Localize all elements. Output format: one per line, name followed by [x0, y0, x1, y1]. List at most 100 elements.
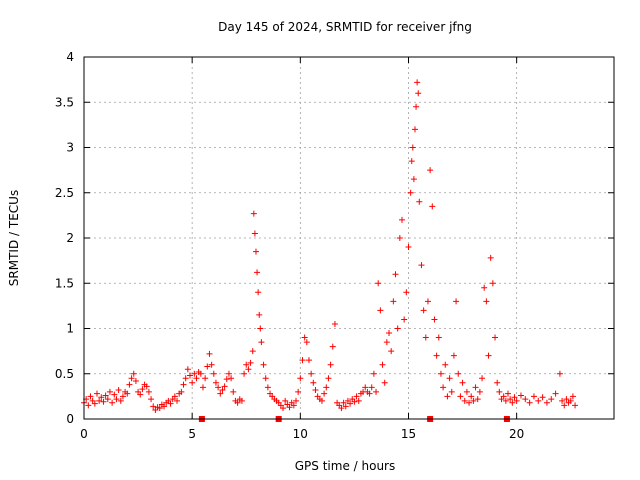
- y-tick-label: 0: [66, 412, 74, 426]
- data-point: [111, 391, 118, 398]
- data-point: [476, 388, 483, 395]
- data-point: [563, 396, 570, 403]
- data-point: [223, 376, 230, 383]
- data-point: [280, 405, 287, 412]
- data-point: [362, 384, 369, 391]
- data-point: [539, 394, 546, 401]
- data-point: [132, 377, 139, 384]
- data-point: [254, 269, 261, 276]
- data-point: [427, 167, 434, 174]
- data-point: [156, 405, 163, 412]
- y-tick-label: 3.5: [55, 95, 74, 109]
- data-point: [293, 397, 299, 404]
- y-tick-labels: 0 0.5 1 1.5 2 2.5 3 3.5 4: [55, 50, 74, 426]
- x-tick-label: 15: [401, 427, 416, 441]
- data-point: [256, 311, 263, 318]
- y-tick-label: 4: [66, 50, 74, 64]
- data-point: [225, 370, 232, 377]
- data-point: [202, 375, 209, 382]
- data-point: [325, 375, 332, 382]
- data-point: [396, 235, 403, 241]
- data-point: [342, 403, 349, 410]
- data-point: [308, 370, 315, 377]
- data-point: [548, 396, 555, 403]
- data-point: [572, 402, 579, 409]
- data-point: [392, 271, 399, 278]
- data-point: [407, 189, 414, 196]
- data-point: [373, 388, 380, 395]
- data-point: [457, 393, 464, 400]
- data-point: [303, 339, 310, 346]
- y-axis-label: SRMTID / TECUs: [7, 190, 21, 286]
- data-point: [126, 381, 133, 388]
- data-point: [171, 393, 178, 400]
- data-point: [453, 298, 460, 305]
- data-point: [403, 289, 410, 296]
- data-point: [106, 388, 113, 395]
- data-point: [85, 402, 92, 409]
- data-point: [409, 144, 416, 151]
- data-point: [143, 383, 150, 390]
- data-point: [559, 397, 566, 404]
- data-point: [340, 399, 347, 406]
- data-point: [331, 320, 338, 327]
- data-point: [260, 361, 267, 368]
- data-point: [383, 339, 390, 346]
- data-point: [208, 361, 215, 368]
- data-point: [219, 387, 226, 394]
- data-point: [252, 248, 259, 255]
- y-tick-label: 0.5: [55, 367, 74, 381]
- data-point: [418, 262, 425, 269]
- data-point: [535, 397, 542, 404]
- data-point: [262, 375, 269, 382]
- data-point: [526, 399, 533, 406]
- data-point: [461, 397, 468, 404]
- data-point: [444, 393, 451, 400]
- data-point: [234, 399, 241, 406]
- data-point: [87, 393, 94, 400]
- data-point: [150, 403, 157, 410]
- data-point: [405, 244, 412, 251]
- data-point: [408, 158, 415, 165]
- data-point: [210, 370, 217, 377]
- data-point: [206, 350, 213, 357]
- data-point: [450, 352, 457, 359]
- data-point: [241, 370, 248, 377]
- data-point: [243, 361, 250, 368]
- data-point: [530, 393, 537, 400]
- data-point: [399, 216, 405, 223]
- plot-frame: [83, 56, 615, 420]
- data-point: [180, 381, 187, 388]
- data-point: [130, 370, 137, 377]
- data-point: [420, 307, 427, 314]
- data-point: [145, 388, 152, 395]
- y-tick-label: 2: [66, 231, 74, 245]
- data-point: [167, 400, 174, 407]
- data-point: [228, 375, 235, 382]
- data-point: [431, 316, 438, 323]
- data-point: [413, 103, 420, 110]
- data-point: [255, 289, 262, 296]
- data-point: [410, 176, 417, 183]
- data-point: [433, 352, 440, 359]
- data-point: [327, 361, 334, 368]
- data-point: [193, 375, 200, 382]
- data-point: [485, 352, 492, 359]
- data-point: [366, 390, 373, 397]
- data-point: [245, 366, 252, 373]
- data-point: [522, 396, 529, 403]
- data-point: [295, 388, 302, 395]
- data-point: [115, 387, 122, 394]
- x-tick-labels: 0 5 10 15 20: [80, 427, 524, 441]
- data-point: [567, 397, 574, 404]
- data-point: [321, 390, 328, 397]
- data-point: [128, 375, 135, 382]
- data-point: [448, 388, 455, 395]
- data-point: [282, 397, 289, 404]
- data-point: [394, 325, 401, 332]
- data-point: [351, 398, 358, 405]
- data-point: [204, 363, 211, 370]
- data-point: [199, 384, 206, 391]
- data-point: [301, 334, 308, 341]
- axis-ticks: [83, 56, 614, 420]
